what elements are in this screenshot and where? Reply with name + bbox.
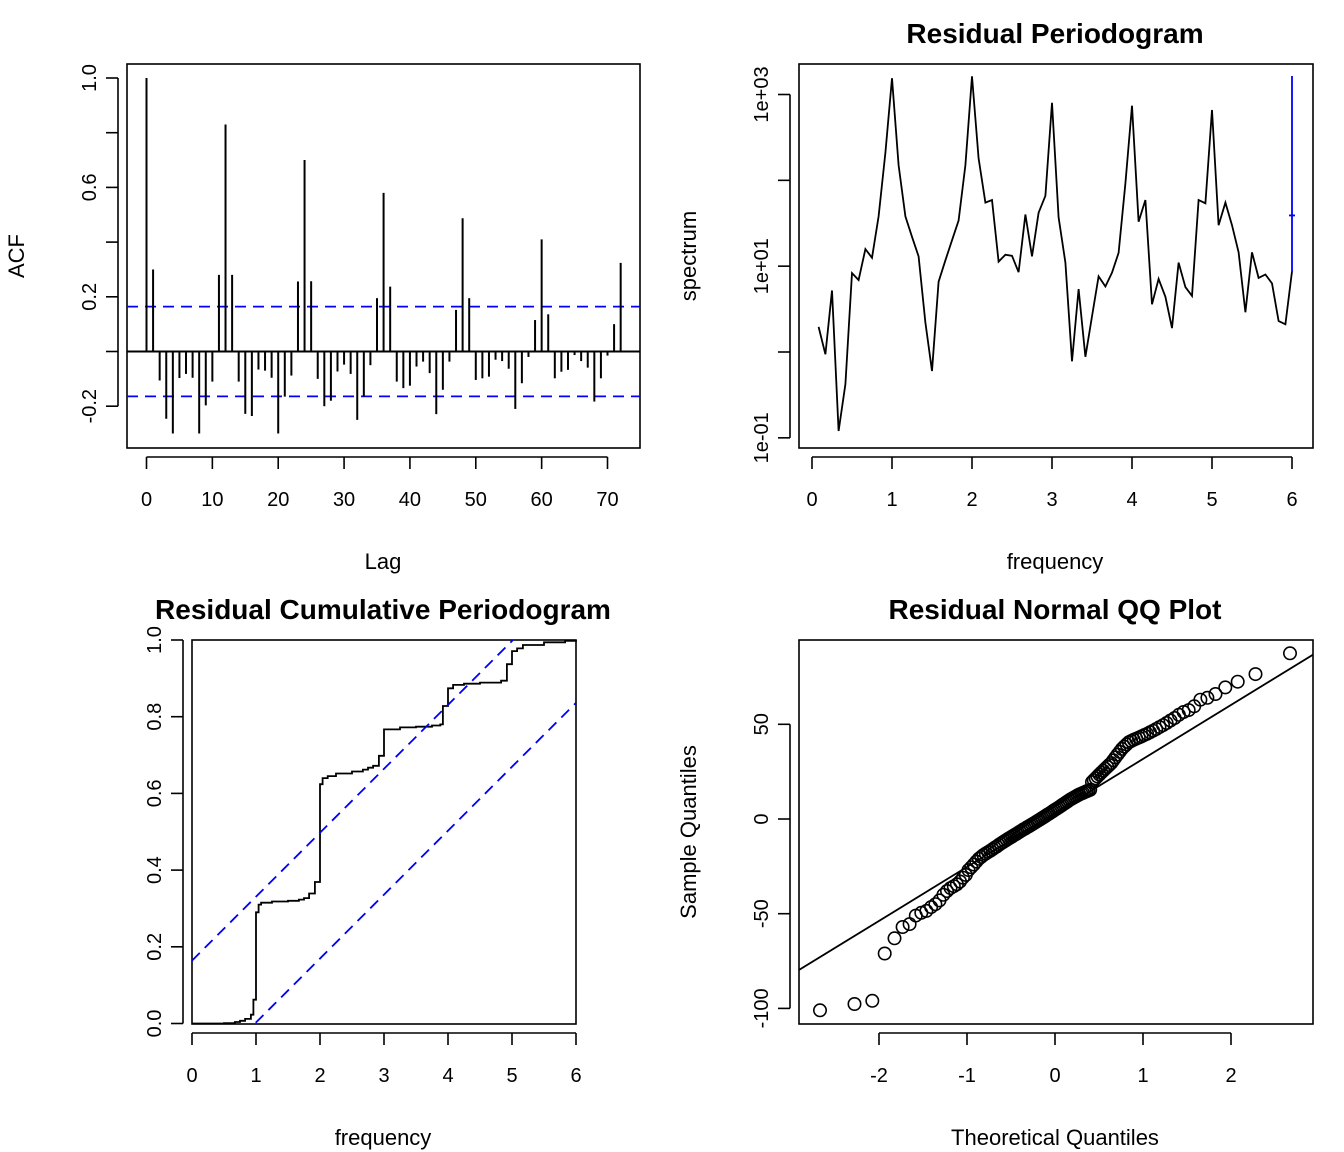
qq-point: [865, 993, 880, 1008]
y-tick-label: -100: [751, 988, 773, 1028]
y-tick-label: 1.0: [79, 64, 101, 92]
qq-point: [1083, 782, 1098, 797]
y-tick-label: 1e+03: [751, 66, 773, 122]
qq-point: [877, 946, 892, 961]
y-tick-label: -0.2: [79, 389, 101, 423]
qq-point: [1193, 692, 1208, 707]
x-tick-label: 50: [465, 489, 487, 511]
kolmogorov-bound-line: [253, 702, 576, 1024]
x-tick-label: 40: [399, 489, 421, 511]
periodogram-y-axis: 1e-01 1e+01 1e+03: [751, 66, 791, 463]
y-tick-label: 0.6: [79, 173, 101, 201]
cumulative-periodogram-line: [192, 639, 577, 1025]
qq-point: [928, 897, 943, 912]
qq-point: [1230, 674, 1245, 689]
y-tick-label: 0.2: [144, 933, 166, 961]
qq-point: [1248, 667, 1263, 682]
qq-point: [887, 931, 902, 946]
acf-y-axis-title: ACF: [4, 234, 29, 278]
cumulative-periodogram-series: [192, 639, 577, 1025]
periodogram-series: [817, 76, 1295, 432]
x-tick-label: 2: [966, 489, 977, 511]
qq-panel: Residual Normal QQ Plot -2 -1 0 1 2 -100 -50 0…: [676, 594, 1314, 1150]
qq-point: [1208, 686, 1223, 701]
acf-y-axis: -0.2 0.2 0.6 1.0: [79, 64, 119, 423]
periodogram-y-axis-title: spectrum: [676, 211, 701, 301]
acf-bars: [127, 78, 640, 434]
qq-y-axis: -100 -50 0 50: [751, 713, 791, 1028]
x-tick-label: 1: [886, 489, 897, 511]
x-tick-label: 0: [186, 1065, 197, 1087]
x-tick-label: 3: [378, 1065, 389, 1087]
x-tick-label: 4: [442, 1065, 453, 1087]
periodogram-x-axis: 0 1 2 3 4 5 6: [806, 456, 1298, 511]
kolmogorov-bound-line: [192, 640, 515, 962]
qq-points: [799, 646, 1313, 1018]
qq-point: [1218, 680, 1233, 695]
y-tick-label: 0.4: [144, 856, 166, 884]
qq-y-axis-title: Sample Quantiles: [676, 745, 701, 919]
periodogram-title: Residual Periodogram: [906, 18, 1203, 49]
qq-point: [1156, 718, 1171, 733]
y-tick-label: 1e-01: [751, 412, 773, 463]
periodogram-plot-frame: [798, 63, 1314, 449]
x-tick-label: 0: [1049, 1065, 1060, 1087]
x-tick-label: -2: [870, 1065, 888, 1087]
x-tick-label: 1: [250, 1065, 261, 1087]
qq-point: [902, 917, 917, 932]
qq-title: Residual Normal QQ Plot: [889, 594, 1222, 625]
qq-plot-frame: [798, 639, 1314, 1025]
x-tick-label: 0: [141, 489, 152, 511]
x-tick-label: 5: [1206, 489, 1217, 511]
cumulative-periodogram-y-axis: 0.0 0.2 0.4 0.6 0.8 1.0: [144, 626, 184, 1038]
x-tick-label: 30: [333, 489, 355, 511]
qq-point: [1159, 715, 1174, 730]
x-tick-label: 1: [1137, 1065, 1148, 1087]
cumulative-periodogram-x-axis-title: frequency: [335, 1125, 432, 1150]
spectrum-line: [817, 76, 1293, 432]
x-tick-label: 60: [531, 489, 553, 511]
y-tick-label: 50: [751, 713, 773, 735]
acf-x-axis: 0 10 20 30 40 50 60 70: [141, 456, 619, 511]
x-tick-label: 0: [806, 489, 817, 511]
qq-point: [919, 903, 934, 918]
qq-point: [1283, 646, 1298, 661]
acf-x-axis-title: Lag: [365, 549, 402, 574]
y-tick-label: 0.8: [144, 703, 166, 731]
x-tick-label: 5: [506, 1065, 517, 1087]
y-tick-label: 0.0: [144, 1010, 166, 1038]
y-tick-label: -50: [751, 899, 773, 928]
periodogram-x-axis-title: frequency: [1007, 549, 1104, 574]
y-tick-label: 0: [751, 813, 773, 824]
cumulative-periodogram-x-axis: 0 1 2 3 4 5 6: [186, 1032, 582, 1087]
cumulative-periodogram-title: Residual Cumulative Periodogram: [155, 594, 611, 625]
x-tick-label: -1: [958, 1065, 976, 1087]
y-tick-label: 0.6: [144, 779, 166, 807]
x-tick-label: 6: [570, 1065, 581, 1087]
cumulative-periodogram-plot-frame: [191, 639, 577, 1025]
x-tick-label: 2: [1225, 1065, 1236, 1087]
x-tick-label: 10: [201, 489, 223, 511]
qq-x-axis-title: Theoretical Quantiles: [951, 1125, 1159, 1150]
qq-point: [895, 919, 910, 934]
qq-point: [971, 851, 986, 866]
y-tick-label: 1.0: [144, 626, 166, 654]
y-tick-label: 0.2: [79, 283, 101, 311]
y-tick-label: 1e+01: [751, 238, 773, 294]
x-tick-label: 6: [1286, 489, 1297, 511]
qq-point: [1200, 690, 1215, 705]
qq-x-axis: -2 -1 0 1 2: [870, 1032, 1237, 1087]
qq-point: [847, 996, 862, 1011]
x-tick-label: 4: [1126, 489, 1137, 511]
x-tick-label: 70: [596, 489, 618, 511]
acf-plot-frame: [126, 63, 641, 449]
x-tick-label: 2: [314, 1065, 325, 1087]
x-tick-label: 20: [267, 489, 289, 511]
qq-point: [812, 1003, 827, 1018]
x-tick-label: 3: [1046, 489, 1057, 511]
acf-panel: 0 10 20 30 40 50 60 70 -0.2 0.2 0.6 1.0 Lag ACF: [4, 63, 641, 574]
